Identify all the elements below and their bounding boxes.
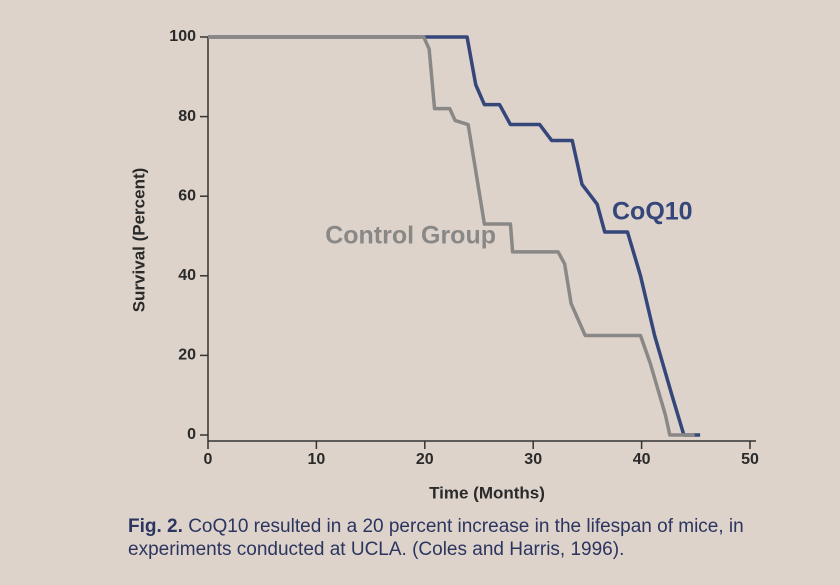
y-axis-label: Survival (Percent) [129,168,148,313]
y-tick-label: 80 [178,108,196,125]
caption-text: CoQ10 resulted in a 20 percent increase … [128,516,744,560]
y-tick-label: 40 [178,267,196,284]
y-tick-label: 0 [187,426,196,443]
y-tick-label: 100 [169,28,196,45]
y-tick-label: 20 [178,347,196,364]
y-tick-label: 60 [178,187,196,204]
x-tick-label: 20 [416,451,434,468]
chart: Time (Months) Survival (Percent) 0 20 40 60… [129,28,759,502]
x-tick-label: 40 [633,451,651,468]
series-line [208,35,701,437]
series-label: CoQ10 [612,198,693,226]
x-tick-label: 50 [741,451,759,468]
series-line [208,35,695,437]
x-tick-label: 0 [204,451,213,468]
caption: Fig. 2. CoQ10 resulted in a 20 percent i… [128,515,828,561]
caption-label: Fig. 2. [128,516,183,537]
x-tick-label: 10 [308,451,326,468]
x-tick-label: 30 [524,451,542,468]
x-axis-label: Time (Months) [429,483,545,502]
series-label: Control Group [325,222,496,250]
